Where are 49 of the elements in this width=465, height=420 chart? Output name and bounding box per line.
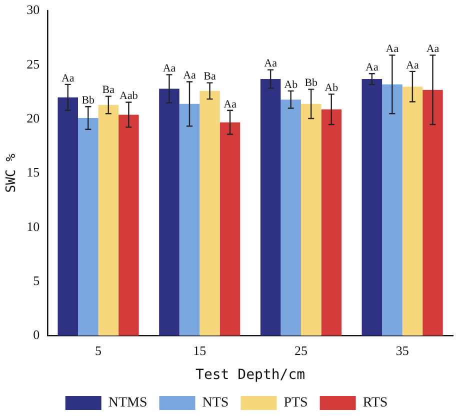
x-axis-title: Test Depth/cm <box>196 367 306 384</box>
data-label: Aab <box>120 90 138 102</box>
data-label: Aa <box>406 59 419 72</box>
bar <box>200 90 220 336</box>
y-tick-label: 20 <box>26 110 40 126</box>
data-label: Aa <box>386 43 399 56</box>
bar <box>280 100 301 336</box>
bar <box>58 97 78 336</box>
bar <box>98 104 119 336</box>
data-label: Aa <box>366 61 378 74</box>
data-label: Aa <box>162 62 176 75</box>
y-tick-label: 15 <box>26 164 40 180</box>
data-label: Ab <box>284 78 298 91</box>
data-label: Aa <box>183 70 196 82</box>
bar <box>321 109 342 336</box>
bar <box>382 84 402 336</box>
legend-label: NTMS <box>108 396 148 411</box>
legend-label: RTS <box>362 396 388 411</box>
data-label: Aa <box>264 58 278 70</box>
bar <box>300 104 322 336</box>
y-tick-label: 25 <box>26 56 40 72</box>
y-axis-title: SWC % <box>4 153 20 193</box>
legend-label: NTS <box>202 396 229 411</box>
bar <box>422 90 443 336</box>
bar <box>179 104 200 336</box>
bar <box>159 88 180 336</box>
y-tick-label: 0 <box>33 327 40 342</box>
data-label: Bb <box>82 94 96 107</box>
data-label: Aa <box>61 72 74 84</box>
data-label: Aa <box>426 43 440 56</box>
bar <box>118 114 139 336</box>
bar <box>78 118 98 336</box>
bar <box>220 122 240 336</box>
bar <box>402 86 423 336</box>
bar <box>260 79 281 336</box>
data-label: Ab <box>324 82 339 94</box>
x-tick-label: 5 <box>95 342 102 358</box>
y-tick-label: 30 <box>26 2 40 18</box>
data-label: Ba <box>204 70 216 83</box>
y-tick-label: 10 <box>26 218 40 234</box>
y-tick-label: 5 <box>33 272 40 288</box>
data-label: Aa <box>224 98 237 110</box>
x-tick-label: 35 <box>396 342 409 358</box>
data-label: Ba <box>102 84 115 96</box>
data-label: Bb <box>304 77 318 90</box>
x-tick-label: 15 <box>193 342 206 358</box>
x-tick-label: 25 <box>294 342 308 358</box>
bar <box>362 79 382 336</box>
legend-label: PTS <box>284 396 308 411</box>
